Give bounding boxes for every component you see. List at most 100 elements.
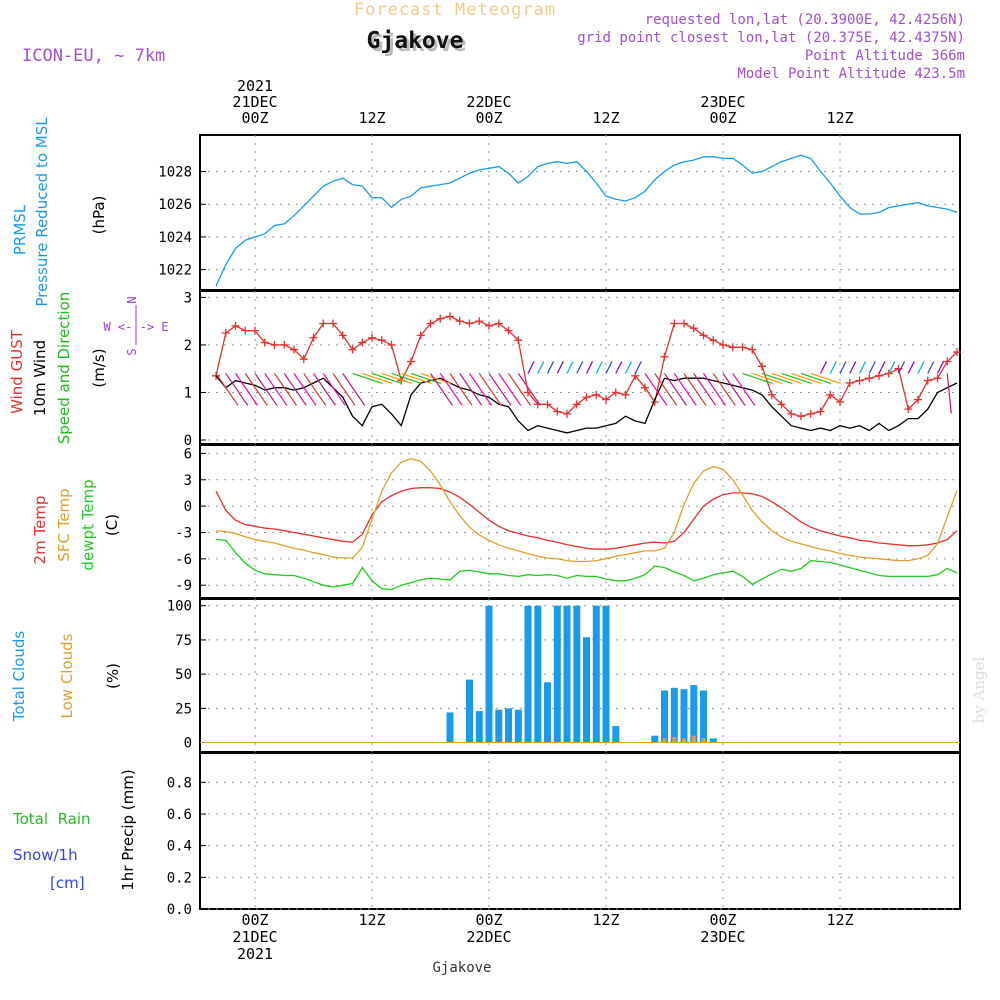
clouds-ytick-label: 75 <box>175 633 192 649</box>
wind-direction-arrow <box>449 373 473 406</box>
station-name: Gjakove <box>367 28 464 54</box>
bottom-hour-label: 12Z <box>358 911 385 929</box>
gust-marker <box>602 395 610 404</box>
temp-dewpt-label: dewpt Temp <box>79 479 97 570</box>
wind-direction-arrow <box>839 361 847 374</box>
wind-direction-arrow <box>693 373 717 406</box>
top-hour-label: 12Z <box>358 109 385 127</box>
wind-direction-arrow <box>303 373 327 406</box>
clouds-ytick-label: 25 <box>175 701 192 717</box>
bottom-hour-label: 00Z <box>475 911 502 929</box>
wind-direction-arrow <box>732 373 756 406</box>
wind-direction-arrow <box>322 373 346 406</box>
wind-10m-label: 10m Wind <box>31 340 49 416</box>
wind-direction-arrow <box>664 373 687 406</box>
wind-direction-arrow <box>401 372 432 385</box>
wind-direction-arrow <box>897 361 906 374</box>
gust-marker <box>709 336 718 345</box>
total-clouds-bar <box>524 605 532 743</box>
wind-direction-arrow <box>829 361 837 374</box>
wind-direction-arrow <box>235 373 258 406</box>
total-clouds-bar <box>651 735 659 743</box>
gust-marker <box>806 409 815 418</box>
precip-ytick-label: 0.6 <box>167 807 192 823</box>
wind-direction-arrow <box>673 373 697 406</box>
gust-marker <box>660 352 669 361</box>
top-year-label: 2021 <box>237 77 273 95</box>
gust-marker <box>884 369 893 378</box>
gust-marker <box>572 400 581 409</box>
total-clouds-bar <box>466 679 473 743</box>
top-date-label: 23DEC <box>700 93 745 111</box>
wind-direction-arrow <box>293 373 317 406</box>
gust-marker <box>407 357 415 366</box>
wind-direction-arrow <box>342 373 366 406</box>
wind-direction-arrow <box>927 361 935 374</box>
wind-direction-arrow <box>469 373 492 406</box>
gust-marker <box>465 319 474 328</box>
temp-sfc-label: SFC Temp <box>55 488 73 561</box>
wind-ytick-label: 2 <box>184 338 192 354</box>
gust-marker <box>329 319 337 328</box>
wind-direction-arrow <box>430 373 453 406</box>
pressure-ytick-label: 1022 <box>158 263 192 279</box>
bottom-date-label: 23DEC <box>700 928 745 946</box>
gust-marker <box>270 340 279 349</box>
gust-marker <box>719 340 727 349</box>
wind-direction-arrow <box>878 361 886 374</box>
bottom-date-label: 21DEC <box>232 928 277 946</box>
total-clouds-bar <box>475 711 483 743</box>
bottom-hour-label: 00Z <box>241 911 268 929</box>
wind-direction-arrow <box>781 372 812 385</box>
gust-marker <box>904 405 913 414</box>
total-clouds-bar <box>553 605 561 743</box>
wind-direction-arrow <box>352 372 383 385</box>
gust-marker <box>426 319 435 328</box>
clouds-unit-label: (%) <box>104 663 122 689</box>
top-date-label: 21DEC <box>232 93 277 111</box>
wind-direction-arrow <box>858 361 867 374</box>
gust-marker <box>231 321 240 330</box>
gust-marker <box>748 345 757 354</box>
gust-marker <box>260 338 269 347</box>
wind-direction-arrow <box>225 373 249 406</box>
gust-marker <box>845 378 854 387</box>
gust-marker <box>348 345 357 354</box>
wind-direction-arrow <box>362 372 393 385</box>
total-clouds-bar <box>514 709 522 743</box>
temp-ytick-label: 3 <box>184 473 192 489</box>
wind-direction-arrow <box>254 373 278 406</box>
wind-direction-arrow <box>576 361 584 374</box>
precip-ytick-label: 0.0 <box>167 902 192 918</box>
gust-marker <box>787 409 796 418</box>
gust-marker <box>758 362 766 371</box>
gust-marker <box>387 340 396 349</box>
gust-marker <box>358 338 367 347</box>
wind-direction-arrow <box>800 372 832 385</box>
gust-marker <box>865 374 874 383</box>
prmsl-label: PRMSL <box>11 204 29 255</box>
temp-ytick-label: -3 <box>175 525 192 541</box>
total-clouds-bar <box>700 690 707 743</box>
total-clouds-bar <box>612 726 620 743</box>
gust-marker <box>251 326 259 335</box>
wind-direction-arrow <box>546 361 555 374</box>
wind-direction-arrow <box>527 361 535 374</box>
total-clouds-bar <box>573 605 581 743</box>
gust-marker <box>475 317 484 326</box>
wind-direction-arrow <box>742 372 773 385</box>
total-clouds-bar <box>680 689 688 743</box>
wind-direction-arrow <box>703 373 726 406</box>
gust-marker <box>914 395 922 404</box>
total-clouds-bar <box>505 708 512 743</box>
pressure-unit-label: (hPa) <box>90 196 108 235</box>
wind-ytick-label: 0 <box>184 433 192 449</box>
gust-marker <box>797 412 805 421</box>
credit-watermark: by Angel <box>970 656 988 723</box>
total-clouds-bar <box>446 712 454 743</box>
wind-direction-arrow <box>313 373 336 406</box>
gust-marker <box>319 319 328 328</box>
model-point-altitude: Model Point Altitude 423.5m <box>737 66 965 82</box>
precip-ytick-label: 0.4 <box>167 839 192 855</box>
